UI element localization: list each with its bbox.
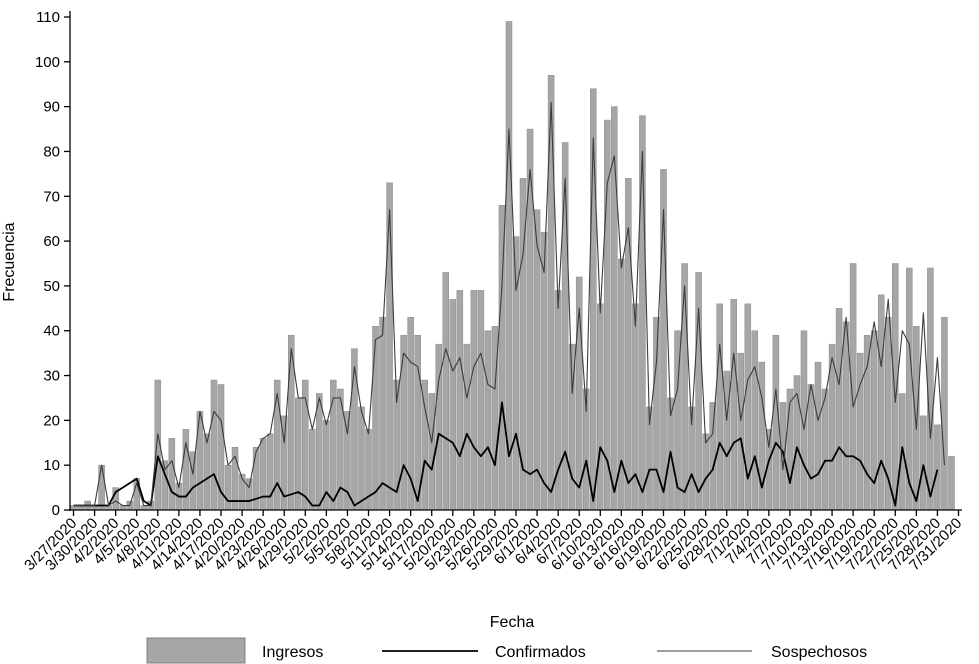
y-tick-label: 60 <box>43 233 60 250</box>
bar-ingresos <box>372 326 379 511</box>
y-tick-label: 20 <box>43 412 60 429</box>
bar-ingresos <box>203 433 211 511</box>
y-tick-label: 0 <box>52 502 60 519</box>
bar-ingresos <box>379 317 386 511</box>
bar-ingresos <box>716 303 723 511</box>
y-tick-label: 100 <box>35 54 60 71</box>
bar-ingresos <box>119 505 126 511</box>
bar-ingresos <box>210 379 218 511</box>
y-tick-label: 90 <box>43 99 60 116</box>
bar-ingresos <box>920 415 927 511</box>
y-tick-label: 110 <box>36 9 60 26</box>
bar-ingresos <box>421 379 428 511</box>
bar-ingresos <box>611 106 618 511</box>
y-tick-label: 30 <box>43 368 60 385</box>
series-line-confirmados <box>73 401 939 507</box>
bar-ingresos <box>238 473 246 511</box>
bar-ingresos <box>709 402 716 511</box>
bar-ingresos <box>779 402 787 511</box>
bar-ingresos <box>442 272 450 511</box>
y-tick-label: 10 <box>43 457 60 474</box>
bar-ingresos <box>927 267 934 511</box>
bar-ingresos <box>259 438 267 511</box>
bar-ingresos <box>821 388 829 511</box>
series-line-sospechosos <box>73 101 945 507</box>
bar-ingresos <box>266 433 274 511</box>
bar-ingresos <box>892 263 899 511</box>
bar-ingresos <box>856 352 864 511</box>
bar-ingresos <box>456 290 464 511</box>
bar-ingresos <box>730 299 737 511</box>
bar-ingresos <box>182 429 190 511</box>
bar-ingresos <box>189 451 197 511</box>
legend-label-sospechosos: Sospechosos <box>771 644 867 661</box>
legend: Ingresos Confirmados Sospechosos <box>146 637 867 664</box>
bar-ingresos <box>863 334 871 511</box>
y-axis-title: Frecuencia <box>1 222 18 301</box>
bar-ingresos <box>470 290 478 511</box>
legend-swatch-ingresos <box>146 637 246 664</box>
bar-ingresos <box>449 299 457 511</box>
bar-ingresos <box>358 406 365 511</box>
bar-ingresos <box>526 128 534 511</box>
bar-ingresos <box>477 290 485 511</box>
bar-ingresos <box>386 182 393 511</box>
bar-ingresos <box>934 424 941 511</box>
bar-ingresos <box>245 478 253 511</box>
bar-ingresos <box>351 348 358 511</box>
bar-ingresos <box>702 433 709 511</box>
bar-ingresos <box>941 317 948 511</box>
bar-ingresos <box>540 231 548 511</box>
bar-ingresos <box>639 115 646 511</box>
y-tick-label: 50 <box>43 278 60 295</box>
bar-ingresos <box>877 294 885 511</box>
x-axis-title: Fecha <box>490 614 535 631</box>
bar-ingresos <box>273 379 281 511</box>
y-tick-label: 80 <box>43 143 60 160</box>
x-axis: 3/27/20203/30/20204/2/20204/5/20204/8/20… <box>21 509 965 574</box>
bar-ingresos <box>168 438 176 511</box>
bar-ingresos <box>597 303 604 511</box>
bar-ingresos <box>772 334 780 511</box>
bar-ingresos <box>835 308 843 511</box>
bar-ingresos <box>737 352 745 511</box>
legend-label-confirmados: Confirmados <box>495 644 586 661</box>
legend-label-ingresos: Ingresos <box>262 644 323 661</box>
bar-ingresos <box>604 119 611 511</box>
bar-ingresos <box>316 393 323 511</box>
y-tick-label: 40 <box>43 323 60 340</box>
bar-ingresos <box>463 343 471 511</box>
bar-ingresos <box>681 263 688 511</box>
bar-ingresos <box>653 317 660 511</box>
bar-ingresos <box>948 455 955 511</box>
bar-ingresos <box>224 464 232 511</box>
bar-ingresos <box>400 334 407 511</box>
bar-ingresos <box>484 330 492 511</box>
bar-ingresos <box>807 384 815 511</box>
bar-ingresos <box>428 393 435 511</box>
bar-ingresos <box>913 326 920 511</box>
bar-ingresos <box>309 429 316 511</box>
bar-ingresos <box>252 447 260 511</box>
bar-ingresos <box>751 330 759 511</box>
bar-ingresos <box>814 361 822 511</box>
bar-ingresos <box>98 464 105 511</box>
bar-ingresos <box>140 505 148 511</box>
y-axis: 0 10 20 30 40 50 60 70 80 90 100 110 <box>35 9 71 519</box>
y-tick-label: 70 <box>43 188 60 205</box>
